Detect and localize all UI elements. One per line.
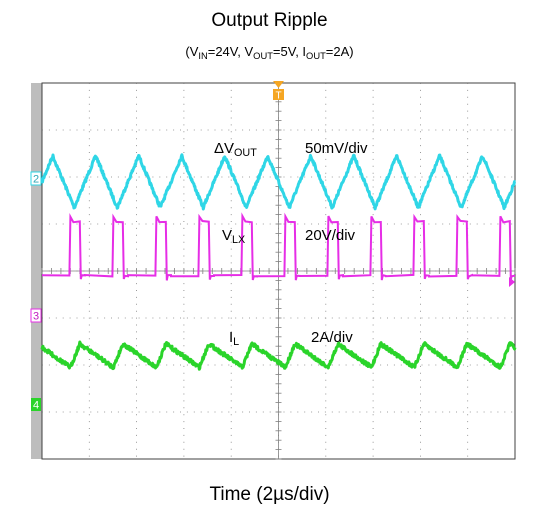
trace-vout-ripple bbox=[40, 153, 516, 211]
trigger-box bbox=[273, 89, 284, 100]
ch3-scale-label: 20V/div bbox=[305, 227, 356, 244]
ch2-name-sub: OUT bbox=[234, 147, 257, 160]
chart-subtitle: (VIN=24V, VOUT=5V, IOUT=2A) bbox=[0, 44, 539, 61]
subtitle-part: =24V, V bbox=[207, 44, 254, 59]
trigger-label: T bbox=[275, 91, 281, 102]
subtitle-sub: OUT bbox=[306, 50, 326, 61]
ch3-name-label: VLX bbox=[222, 227, 245, 246]
subtitle-part: =2A) bbox=[325, 44, 354, 59]
scope-left-strip bbox=[31, 83, 42, 459]
subtitle-part: =5V, I bbox=[272, 44, 307, 59]
ch3-marker-box bbox=[30, 308, 42, 323]
ch2-name: ΔV bbox=[214, 140, 235, 157]
ch4-name-label: IL bbox=[229, 329, 239, 348]
ch3-marker: 3 bbox=[30, 308, 42, 323]
subtitle-sub: OUT bbox=[253, 50, 273, 61]
trace-inductor-current bbox=[40, 340, 517, 371]
level-arrow-icon bbox=[509, 277, 515, 287]
ch3-name-sub: LX bbox=[232, 234, 246, 247]
ch4-marker-label: 4 bbox=[33, 400, 39, 412]
ch2-name-label: ΔVOUT bbox=[214, 140, 257, 159]
trigger-arrow-icon bbox=[273, 81, 284, 88]
ch4-name-sub: L bbox=[233, 336, 240, 349]
ch4-name: I bbox=[229, 329, 234, 346]
ch2-marker-box bbox=[30, 171, 42, 186]
chart-title: Output Ripple bbox=[211, 10, 328, 31]
trace-vlx-switch-node bbox=[41, 212, 516, 281]
ch2-marker-label: 2 bbox=[33, 174, 39, 186]
ch3-marker-label: 3 bbox=[33, 311, 39, 323]
subtitle-part: (V bbox=[185, 44, 199, 59]
ch2-marker: 2 bbox=[30, 171, 42, 186]
ch4-scale-label: 2A/div bbox=[311, 329, 353, 346]
ch2-scale-label: 50mV/div bbox=[305, 140, 368, 157]
x-axis-label: Time (2µs/div) bbox=[209, 484, 330, 505]
scope-traces bbox=[40, 153, 517, 371]
ch3-name: V bbox=[222, 227, 233, 244]
trigger-marker: T bbox=[273, 81, 284, 102]
scope-grid bbox=[41, 82, 516, 460]
ch4-marker: 4 bbox=[31, 398, 41, 412]
ch4-marker-box bbox=[31, 398, 41, 411]
subtitle-sub: IN bbox=[198, 50, 208, 61]
